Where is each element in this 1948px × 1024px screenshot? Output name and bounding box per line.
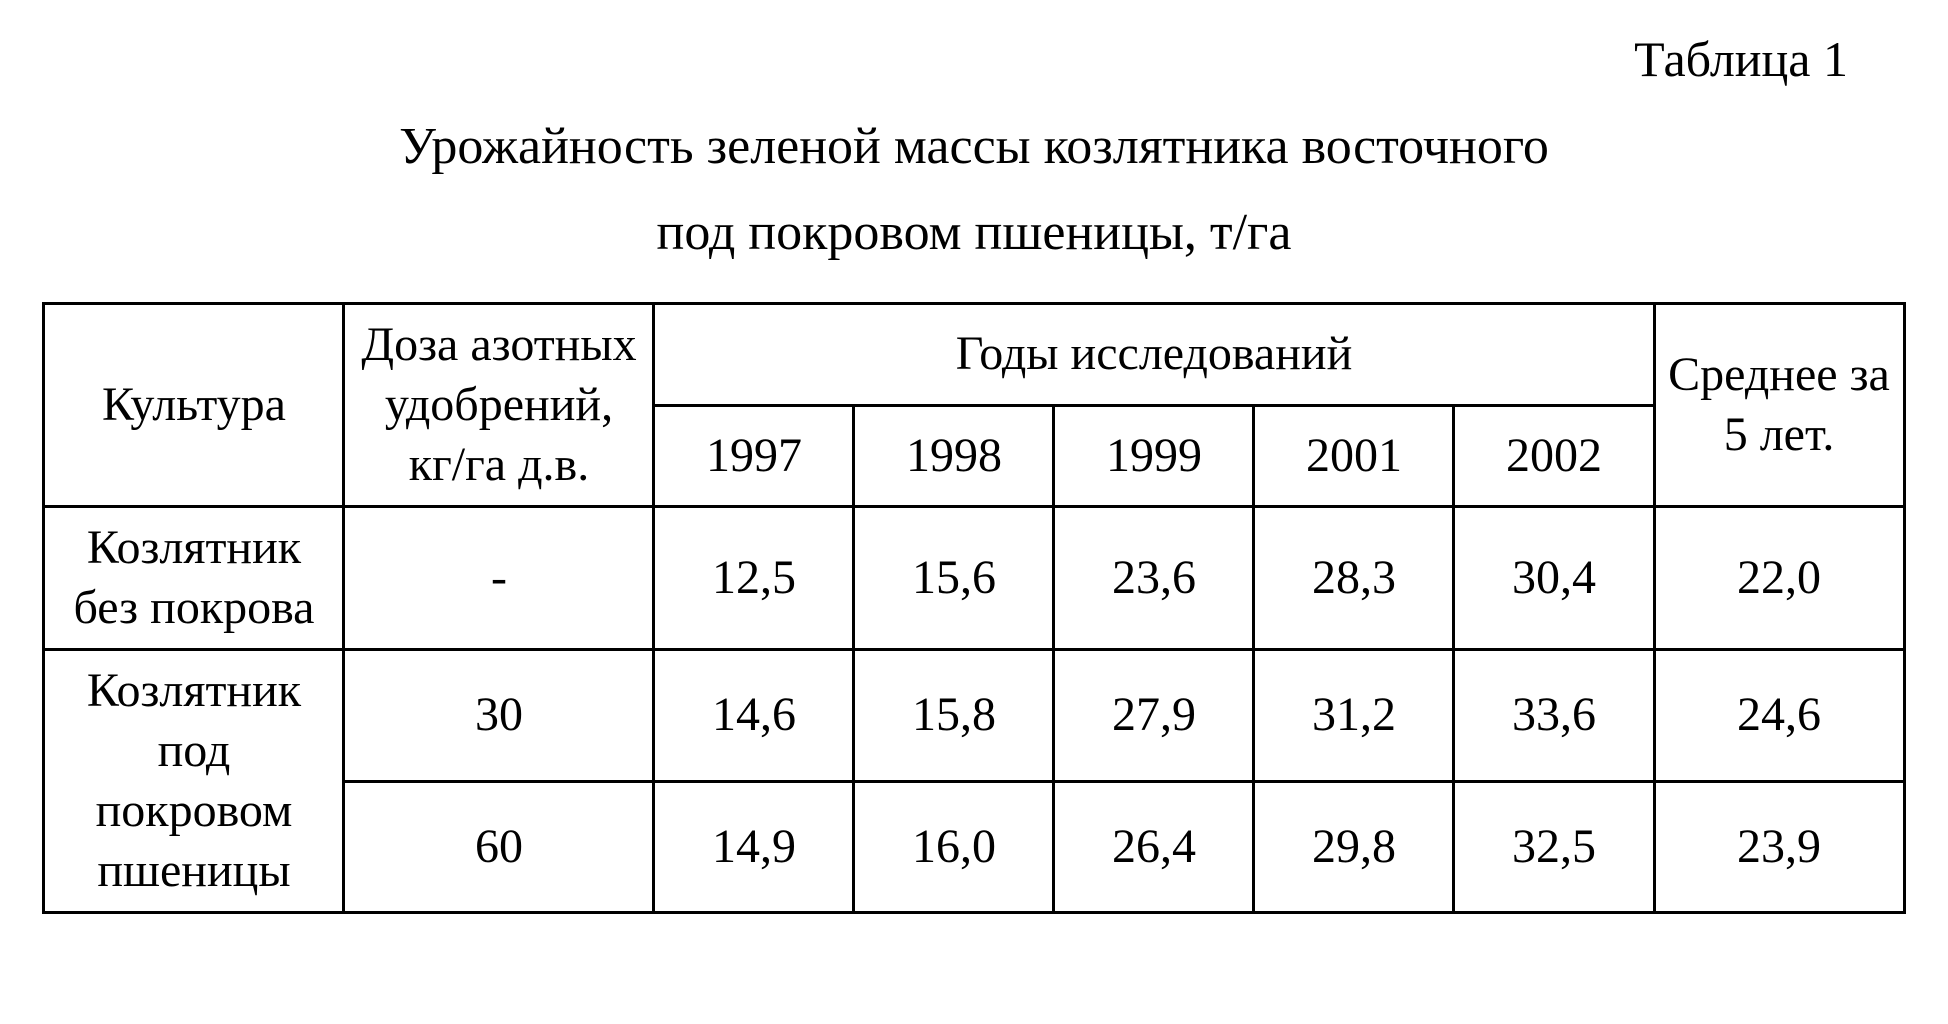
table-row: Козлятник под покровом пшеницы 30 14,6 1… xyxy=(44,650,1904,782)
cell-avg: 24,6 xyxy=(1654,650,1904,782)
cell-dose: 30 xyxy=(344,650,654,782)
cell-value: 26,4 xyxy=(1054,781,1254,913)
cell-avg: 22,0 xyxy=(1654,507,1904,650)
cell-value: 12,5 xyxy=(654,507,854,650)
cell-value: 33,6 xyxy=(1454,650,1654,782)
cell-culture: Козлятник без покрова xyxy=(44,507,344,650)
cell-value: 31,2 xyxy=(1254,650,1454,782)
table-header-row-1: Культура Доза азотных удобрений, кг/га д… xyxy=(44,304,1904,406)
table-title-line-1: Урожайность зеленой массы козлятника вос… xyxy=(40,108,1908,186)
col-header-culture: Культура xyxy=(44,304,344,507)
page: Таблица 1 Урожайность зеленой массы козл… xyxy=(0,0,1948,954)
table-title-line-2: под покровом пшеницы, т/га xyxy=(40,194,1908,272)
cell-dose: 60 xyxy=(344,781,654,913)
col-header-year-1999: 1999 xyxy=(1054,405,1254,507)
col-header-year-2001: 2001 xyxy=(1254,405,1454,507)
cell-value: 23,6 xyxy=(1054,507,1254,650)
cell-value: 15,6 xyxy=(854,507,1054,650)
cell-value: 14,6 xyxy=(654,650,854,782)
cell-value: 29,8 xyxy=(1254,781,1454,913)
cell-dose: - xyxy=(344,507,654,650)
col-header-avg: Среднее за 5 лет. xyxy=(1654,304,1904,507)
cell-value: 30,4 xyxy=(1454,507,1654,650)
col-header-year-2002: 2002 xyxy=(1454,405,1654,507)
data-table: Культура Доза азотных удобрений, кг/га д… xyxy=(42,302,1905,914)
table-body: Козлятник без покрова - 12,5 15,6 23,6 2… xyxy=(44,507,1904,913)
table-head: Культура Доза азотных удобрений, кг/га д… xyxy=(44,304,1904,507)
cell-value: 27,9 xyxy=(1054,650,1254,782)
table-number-label: Таблица 1 xyxy=(40,30,1908,88)
cell-value: 16,0 xyxy=(854,781,1054,913)
table-row: Козлятник без покрова - 12,5 15,6 23,6 2… xyxy=(44,507,1904,650)
col-header-years-group: Годы исследований xyxy=(654,304,1654,406)
col-header-year-1997: 1997 xyxy=(654,405,854,507)
cell-value: 28,3 xyxy=(1254,507,1454,650)
cell-culture: Козлятник под покровом пшеницы xyxy=(44,650,344,913)
col-header-dose: Доза азотных удобрений, кг/га д.в. xyxy=(344,304,654,507)
cell-value: 15,8 xyxy=(854,650,1054,782)
cell-avg: 23,9 xyxy=(1654,781,1904,913)
cell-value: 14,9 xyxy=(654,781,854,913)
col-header-year-1998: 1998 xyxy=(854,405,1054,507)
cell-value: 32,5 xyxy=(1454,781,1654,913)
